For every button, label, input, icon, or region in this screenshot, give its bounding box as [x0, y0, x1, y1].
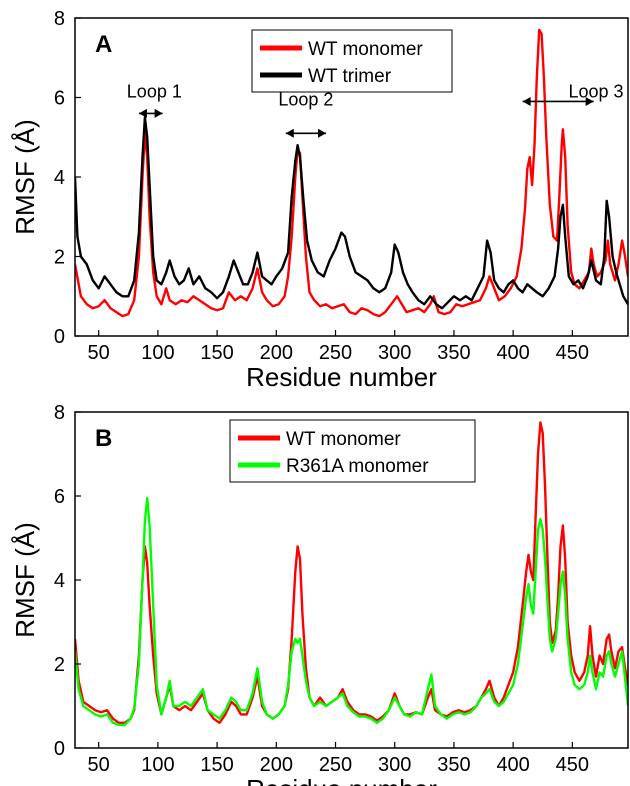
y-tick-label: 8	[54, 402, 65, 424]
x-tick-label: 200	[260, 754, 293, 776]
x-tick-label: 250	[319, 342, 352, 364]
legend-label: WT monomer	[308, 39, 423, 60]
loop-annotation: Loop 3	[522, 82, 624, 106]
x-tick-label: 450	[556, 342, 589, 364]
annotation-arrowhead-right	[585, 96, 594, 106]
x-tick-label: 350	[437, 754, 470, 776]
y-tick-label: 4	[54, 570, 65, 592]
y-tick-label: 8	[54, 8, 65, 30]
series-line-wt-monomer	[75, 28, 628, 318]
x-tick-label: 200	[260, 342, 293, 364]
x-axis-title: Residue number	[246, 362, 437, 392]
y-tick-label: 6	[54, 486, 65, 508]
x-tick-label: 50	[88, 342, 110, 364]
annotation-arrowhead-right	[154, 108, 163, 118]
panel-letter: B	[95, 425, 112, 452]
legend-box	[229, 419, 476, 483]
y-tick-label: 4	[54, 167, 65, 189]
x-tick-label: 300	[378, 754, 411, 776]
x-tick-label: 100	[141, 342, 174, 364]
annotation-arrowhead-right	[318, 128, 327, 138]
x-tick-label: 150	[200, 754, 233, 776]
x-tick-label: 300	[378, 342, 411, 364]
x-tick-label: 450	[556, 754, 589, 776]
x-tick-label: 50	[88, 754, 110, 776]
legend-box	[251, 29, 453, 93]
annotation-label: Loop 3	[568, 82, 623, 102]
y-tick-label: 0	[54, 738, 65, 760]
panel-letter: A	[95, 31, 112, 58]
legend-label: WT trimer	[308, 66, 392, 87]
series-line-wt-trimer	[75, 116, 628, 310]
x-tick-label: 350	[437, 342, 470, 364]
annotation-arrowhead-left	[138, 108, 147, 118]
x-tick-label: 250	[319, 754, 352, 776]
legend: WT monomer WT trimer	[251, 29, 453, 93]
y-tick-label: 0	[54, 326, 65, 348]
legend-label: WT monomer	[286, 429, 401, 450]
x-axis-title: Residue number	[246, 774, 437, 786]
annotation-label: Loop 2	[278, 89, 333, 109]
y-tick-label: 6	[54, 88, 65, 110]
x-tick-label: 150	[200, 342, 233, 364]
panel-a: 50 100 150 200 250 300 350 400 450 0 2 4 6 8 Residue n…	[10, 8, 629, 392]
y-tick-label: 2	[54, 247, 65, 269]
legend: WT monomer R361A monomer	[229, 419, 476, 483]
series-line-r361a-monomer	[75, 496, 628, 727]
loop-annotation: Loop 2	[278, 89, 333, 138]
legend-label: R361A monomer	[286, 456, 429, 477]
y-axis-title: RMSF (Å)	[10, 119, 40, 235]
loop-annotation: Loop 1	[127, 82, 182, 118]
annotation-label: Loop 1	[127, 82, 182, 102]
annotation-arrowhead-left	[285, 128, 294, 138]
x-tick-label: 400	[496, 342, 529, 364]
x-tick-label: 400	[496, 754, 529, 776]
x-tick-label: 100	[141, 754, 174, 776]
annotation-arrowhead-left	[522, 96, 531, 106]
y-tick-label: 2	[54, 654, 65, 676]
panel-b: 50 100 150 200 250 300 350 400 450 0 2 4 6 8 Residue n…	[10, 402, 629, 786]
y-axis-title: RMSF (Å)	[10, 522, 40, 638]
